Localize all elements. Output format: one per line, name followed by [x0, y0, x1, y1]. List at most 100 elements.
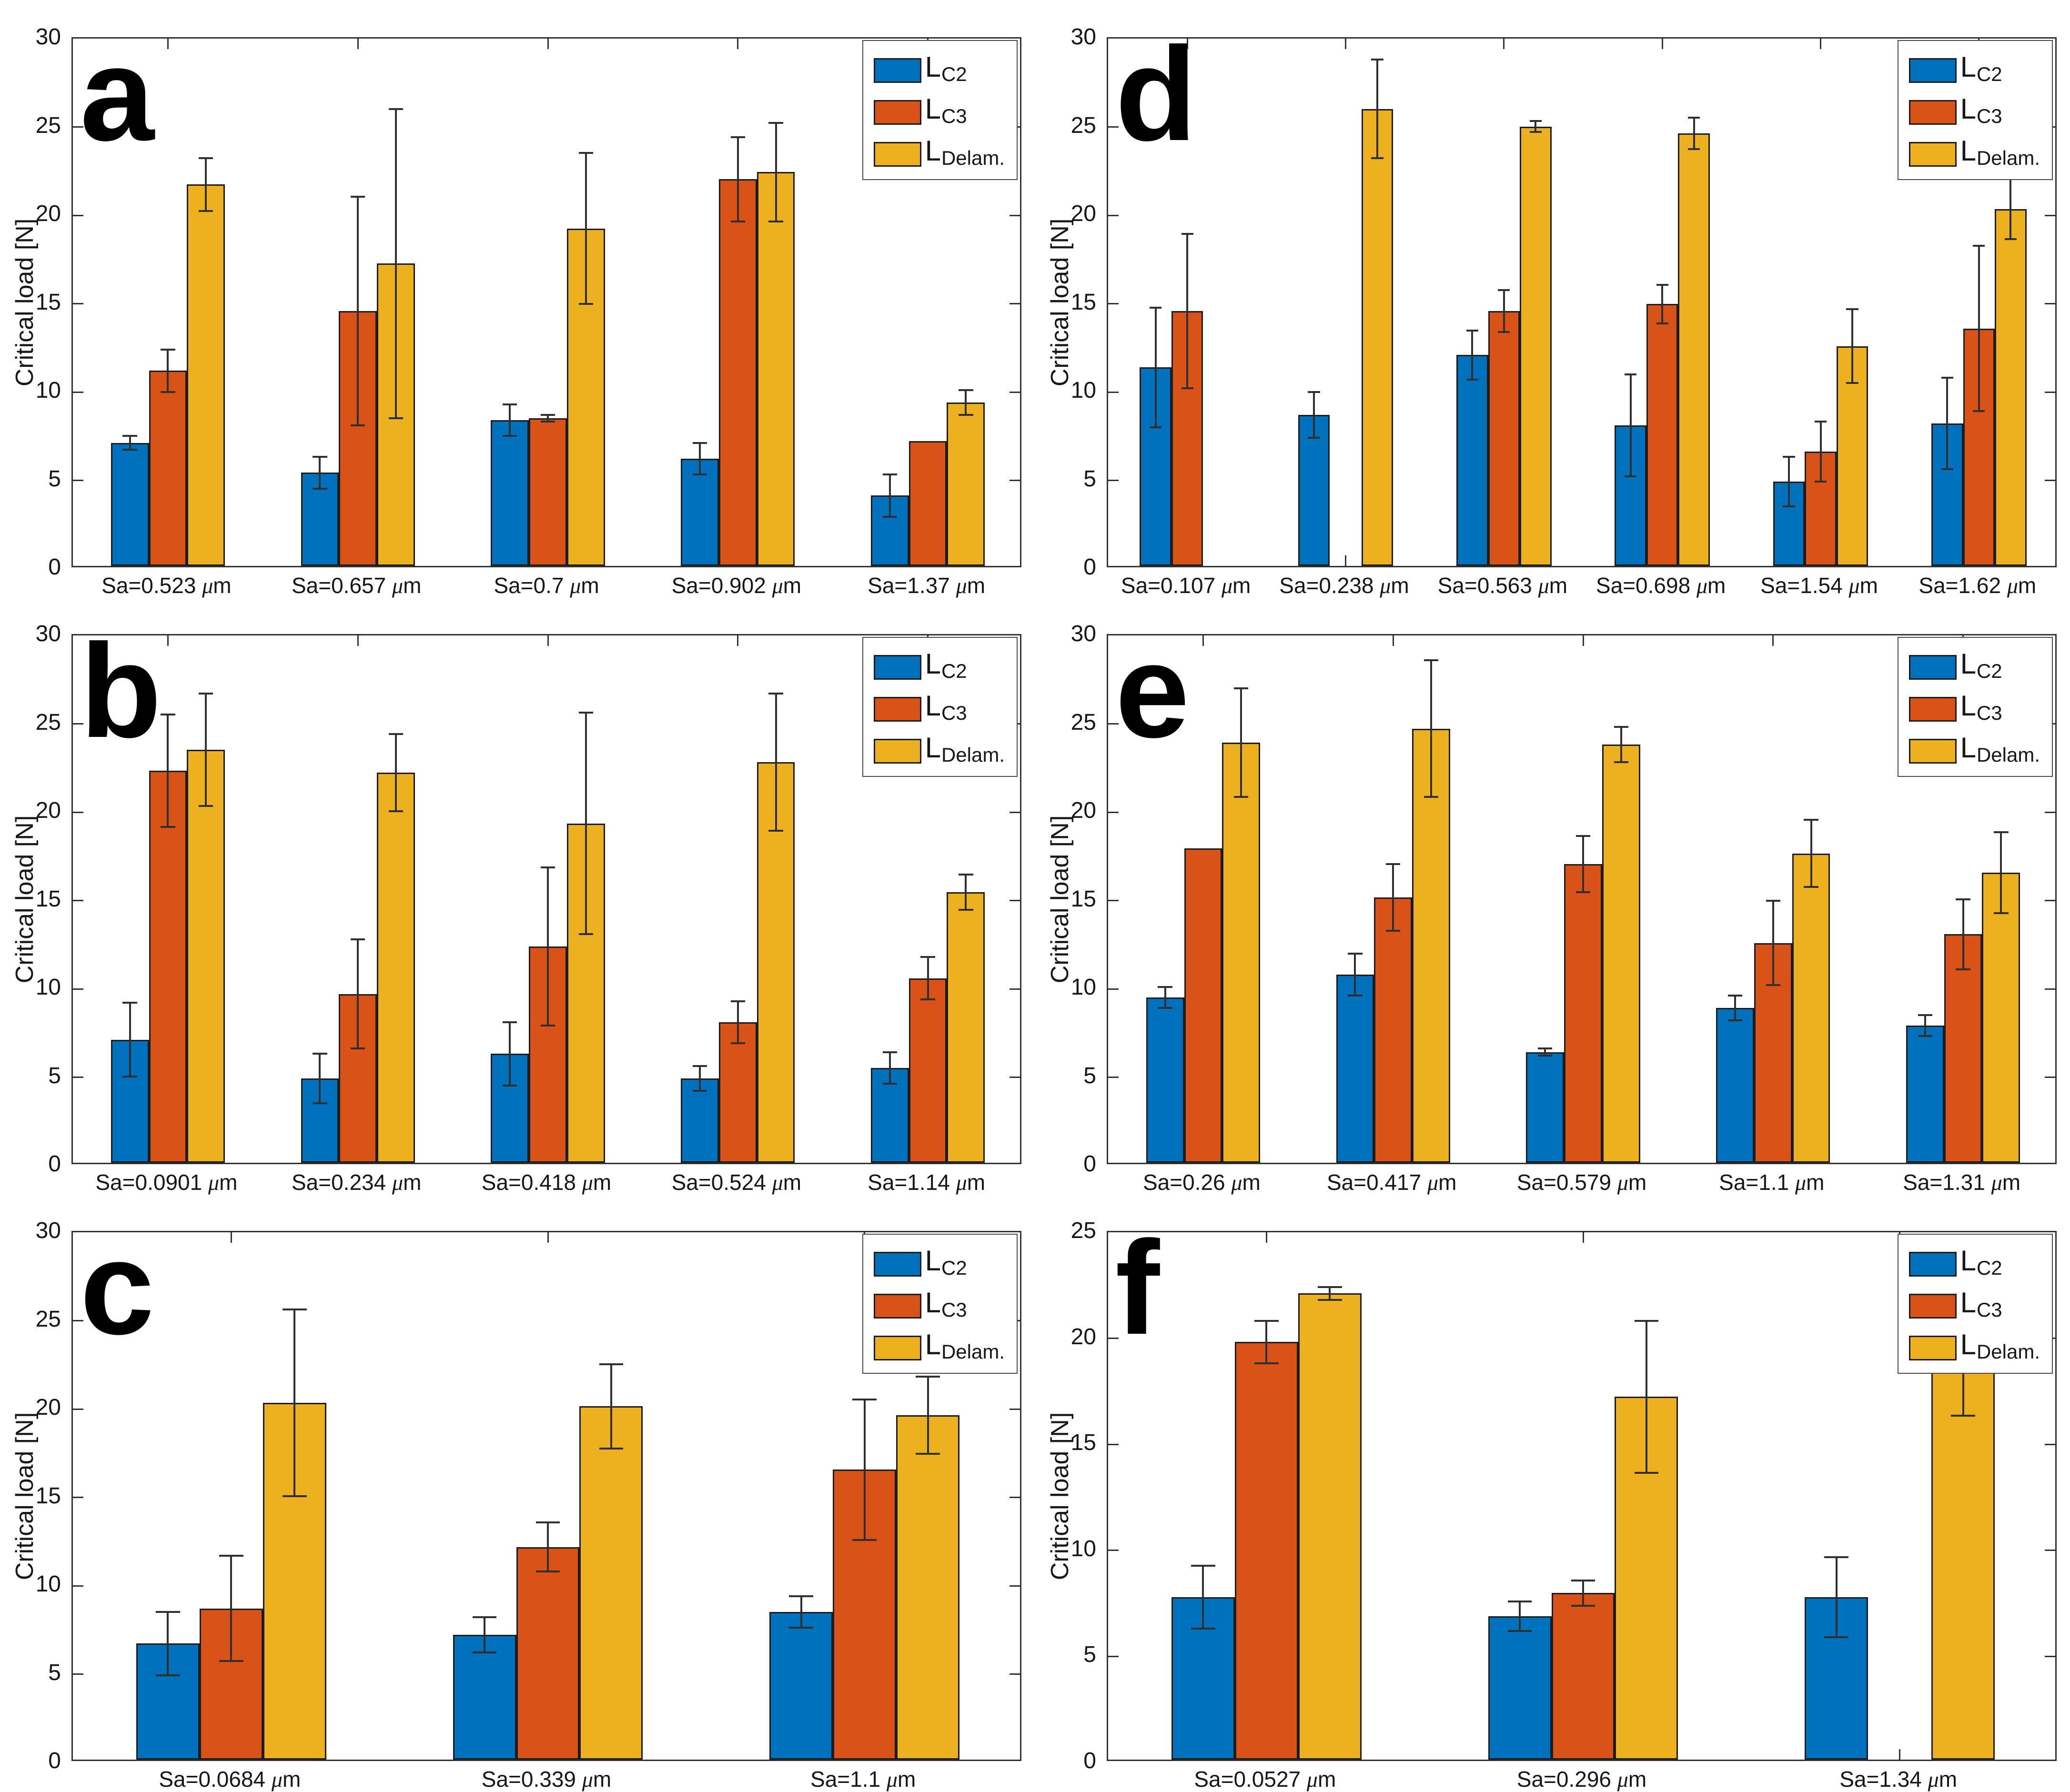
legend-label-base: L — [925, 732, 941, 764]
legend: L C2 L C3 L Delam. — [1897, 40, 2053, 180]
bar-delam — [1602, 744, 1640, 1163]
x-tick-label: Sa=0.417 μm — [1326, 1170, 1457, 1195]
legend-label-sub: C3 — [1976, 702, 2002, 724]
error-bar-line — [394, 734, 397, 811]
legend-label-base: L — [925, 51, 941, 83]
error-bar-cap-bottom — [920, 998, 935, 1000]
y-tick-label: 15 — [35, 289, 61, 315]
x-axis-tick-top — [1772, 635, 1774, 646]
error-bar-cap-bottom — [199, 210, 213, 212]
error-bar-line — [129, 1003, 131, 1077]
error-bar-cap-top — [540, 413, 555, 416]
error-bar-line — [889, 474, 891, 517]
y-tick-label: 30 — [35, 24, 61, 50]
legend-item-delam: L Delam. — [873, 1329, 1005, 1363]
legend-item-delam: L Delam. — [1908, 1329, 2040, 1363]
bar-delam — [1792, 853, 1830, 1163]
x-axis-tick-top — [1820, 39, 1821, 49]
error-bar-cap-top — [882, 1051, 897, 1053]
legend-swatch-delam — [1908, 142, 1957, 167]
chart-panel-d: 0 5 10 15 20 25 30 Sa=0.107 μm Sa=0.238 μm Sa=0.5… — [1035, 0, 2070, 598]
legend-item-delam: L Delam. — [873, 135, 1005, 169]
error-bar-cap-top — [1507, 1600, 1532, 1602]
error-bar-cap-bottom — [1254, 1362, 1279, 1364]
legend-swatch-c2 — [873, 655, 921, 680]
error-bar-line — [1629, 374, 1632, 476]
error-bar-line — [1772, 901, 1774, 986]
y-axis-tick-right — [1010, 391, 1020, 393]
y-axis-tick — [73, 126, 83, 128]
legend-swatch-c2 — [1908, 655, 1957, 680]
error-bar-cap-top — [1386, 863, 1401, 865]
bar-c3 — [1646, 304, 1678, 566]
x-tick-label: Sa=0.524 μm — [671, 1170, 802, 1195]
error-bar-cap-bottom — [916, 1452, 940, 1455]
y-axis-tick — [1108, 480, 1119, 481]
x-tick-label: Sa=1.54 μm — [1760, 573, 1878, 598]
legend-item-c2: L C2 — [1908, 51, 2040, 85]
legend-label-base: L — [925, 135, 941, 167]
y-axis-tick — [1108, 900, 1119, 901]
legend-label-base: L — [925, 1287, 941, 1319]
y-axis-tick-right — [2045, 480, 2055, 481]
error-bar-line — [737, 137, 739, 221]
panel-letter-e: e — [1115, 617, 1190, 765]
x-axis-tick-top — [1202, 635, 1204, 646]
error-bar-line — [610, 1364, 612, 1449]
y-axis-tick — [73, 1077, 83, 1078]
x-axis-tick-top — [1582, 1232, 1584, 1243]
x-tick-label: Sa=0.579 μm — [1516, 1170, 1647, 1195]
error-bar-line — [1544, 1048, 1546, 1056]
y-tick-label: 15 — [1070, 1430, 1096, 1456]
error-bar-line — [1810, 820, 1812, 887]
error-bar-cap-top — [122, 434, 137, 437]
y-axis-title: Critical load [N] — [1046, 218, 1074, 386]
y-tick-label: 30 — [1070, 621, 1096, 646]
error-bar-line — [394, 109, 397, 419]
y-tick-label: 25 — [1070, 1218, 1096, 1243]
y-axis-title: Critical load [N] — [1046, 815, 1074, 983]
y-tick-label: 0 — [1083, 1748, 1096, 1773]
x-axis-tick-top — [1582, 635, 1584, 646]
y-tick-label: 25 — [35, 709, 61, 735]
error-bar-line — [2000, 832, 2002, 914]
x-tick-label: Sa=0.418 μm — [481, 1170, 612, 1195]
error-bar-line — [205, 693, 207, 806]
y-axis-tick — [73, 1497, 83, 1498]
legend-label-base: L — [925, 93, 941, 125]
error-bar-cap-bottom — [1308, 436, 1320, 439]
plot-area — [1107, 634, 2057, 1164]
x-tick-label: Sa=0.523 μm — [101, 573, 232, 598]
x-tick-label: Sa=0.657 μm — [291, 573, 422, 598]
error-bar-line — [1924, 1015, 1926, 1037]
legend-label-base: L — [925, 648, 941, 680]
x-axis-tick-top — [547, 39, 549, 49]
y-axis-tick-right — [2045, 811, 2055, 813]
legend-item-c3: L C3 — [873, 1287, 1004, 1321]
error-bar-cap-top — [1846, 308, 1858, 311]
legend-label-sub: C3 — [941, 105, 967, 127]
y-tick-label: 5 — [48, 1660, 61, 1685]
bar-delam — [377, 772, 415, 1163]
y-axis-tick — [1108, 811, 1119, 813]
y-axis-tick-right — [1010, 900, 1020, 901]
error-bar-cap-bottom — [122, 1076, 137, 1078]
error-bar-cap-bottom — [503, 434, 517, 437]
error-bar-cap-bottom — [1507, 1630, 1532, 1632]
error-bar-cap-bottom — [692, 473, 707, 476]
error-bar-cap-bottom — [1158, 1007, 1172, 1009]
error-bar-cap-bottom — [1575, 891, 1591, 893]
error-bar-line — [319, 1054, 321, 1103]
error-bar-line — [1620, 726, 1622, 762]
bar-c3 — [909, 441, 947, 566]
error-bar-cap-bottom — [578, 303, 593, 305]
error-bar-cap-top — [1424, 659, 1439, 661]
panel-letter-c: c — [80, 1214, 154, 1362]
y-axis-tick-right — [2045, 1077, 2055, 1078]
y-tick-label: 5 — [1083, 1642, 1096, 1668]
y-axis-tick — [73, 900, 83, 901]
error-bar-line — [1851, 309, 1853, 383]
plot-area — [71, 1231, 1021, 1761]
legend-label-sub: C2 — [1976, 1257, 2002, 1279]
